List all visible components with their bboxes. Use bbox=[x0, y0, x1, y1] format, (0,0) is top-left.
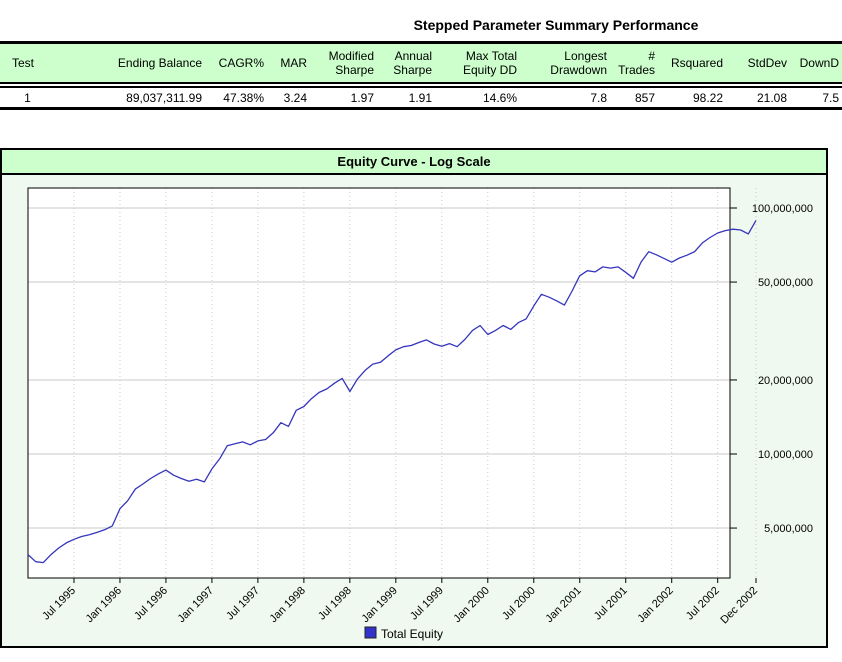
value-stddev: 21.08 bbox=[726, 85, 790, 110]
y-axis-label: 20,000,000 bbox=[758, 375, 813, 387]
x-axis-label: Jul 2002 bbox=[684, 585, 722, 623]
column-header-cagr: CAGR% bbox=[205, 42, 267, 88]
y-axis-label: 100,000,000 bbox=[752, 203, 813, 215]
column-header-longest-drawdown: Longest Drawdown bbox=[523, 42, 610, 88]
column-header-downdev: DownD bbox=[790, 42, 842, 88]
column-header-stddev: StdDev bbox=[726, 42, 790, 88]
equity-curve-line bbox=[27, 220, 757, 564]
value-num-trades: 857 bbox=[610, 85, 658, 110]
value-test: 1 bbox=[0, 85, 55, 110]
value-mar: 3.24 bbox=[267, 85, 310, 110]
value-rsquared: 98.22 bbox=[658, 85, 726, 110]
value-modified-sharpe: 1.97 bbox=[310, 85, 377, 110]
x-axis-label: Jan 1996 bbox=[84, 585, 124, 625]
x-axis-label: Jan 1999 bbox=[359, 585, 399, 625]
x-axis-label: Jan 2001 bbox=[543, 585, 583, 625]
summary-data-row: 1 89,037,311.99 47.38% 3.24 1.97 1.91 14… bbox=[0, 85, 842, 110]
value-ending-balance: 89,037,311.99 bbox=[55, 85, 205, 110]
x-axis-label: Jan 1998 bbox=[268, 585, 308, 625]
legend-swatch bbox=[364, 626, 377, 639]
x-axis-label: Jul 1997 bbox=[224, 585, 262, 623]
value-max-total-equity-dd: 14.6% bbox=[435, 85, 523, 110]
equity-curve-chart: 100,000,000 50,000,000 20,000,000 10,000,00… bbox=[27, 187, 813, 641]
x-axis-label: Jul 2000 bbox=[500, 585, 538, 623]
y-axis-label: 5,000,000 bbox=[764, 523, 813, 535]
column-header-max-total-equity-dd: Max Total Equity DD bbox=[435, 42, 523, 88]
plot-border bbox=[27, 187, 731, 579]
x-axis-label: Jan 2000 bbox=[451, 585, 491, 625]
legend-label: Total Equity bbox=[381, 627, 443, 641]
y-axis-label: 50,000,000 bbox=[758, 277, 813, 289]
column-header-num-trades: # Trades bbox=[610, 42, 658, 88]
equity-curve-panel: Equity Curve - Log Scale 100,000,000 50,0… bbox=[0, 148, 828, 648]
x-axis-label: Jul 1998 bbox=[316, 585, 354, 623]
value-downdev: 7.5 bbox=[790, 85, 842, 110]
value-cagr: 47.38% bbox=[205, 85, 267, 110]
summary-header-row: Test Ending Balance CAGR% MAR Modified S… bbox=[0, 42, 842, 88]
plot-area bbox=[28, 188, 730, 578]
x-axis-label: Jul 1995 bbox=[40, 585, 78, 623]
chart-title: Equity Curve - Log Scale bbox=[2, 150, 826, 175]
column-header-ending-balance: Ending Balance bbox=[55, 42, 205, 88]
column-header-rsquared: Rsquared bbox=[658, 42, 726, 88]
x-axis-label: Jul 1999 bbox=[408, 585, 446, 623]
x-axis-label: Dec 2002 bbox=[718, 585, 760, 627]
column-header-modified-sharpe: Modified Sharpe bbox=[310, 42, 377, 88]
x-axis-label: Jul 2001 bbox=[592, 585, 630, 623]
x-axis-label: Jan 1997 bbox=[176, 585, 216, 625]
x-axis-label: Jan 2002 bbox=[635, 585, 675, 625]
y-axis-label: 10,000,000 bbox=[758, 449, 813, 461]
summary-table: Test Ending Balance CAGR% MAR Modified S… bbox=[0, 41, 842, 110]
report-title: Stepped Parameter Summary Performance bbox=[413, 17, 699, 33]
value-annual-sharpe: 1.91 bbox=[377, 85, 435, 110]
x-axis-label: Jul 1996 bbox=[132, 585, 170, 623]
column-header-annual-sharpe: Annual Sharpe bbox=[377, 42, 435, 88]
column-header-test: Test bbox=[0, 42, 55, 88]
column-header-mar: MAR bbox=[267, 42, 310, 88]
value-longest-drawdown: 7.8 bbox=[523, 85, 610, 110]
